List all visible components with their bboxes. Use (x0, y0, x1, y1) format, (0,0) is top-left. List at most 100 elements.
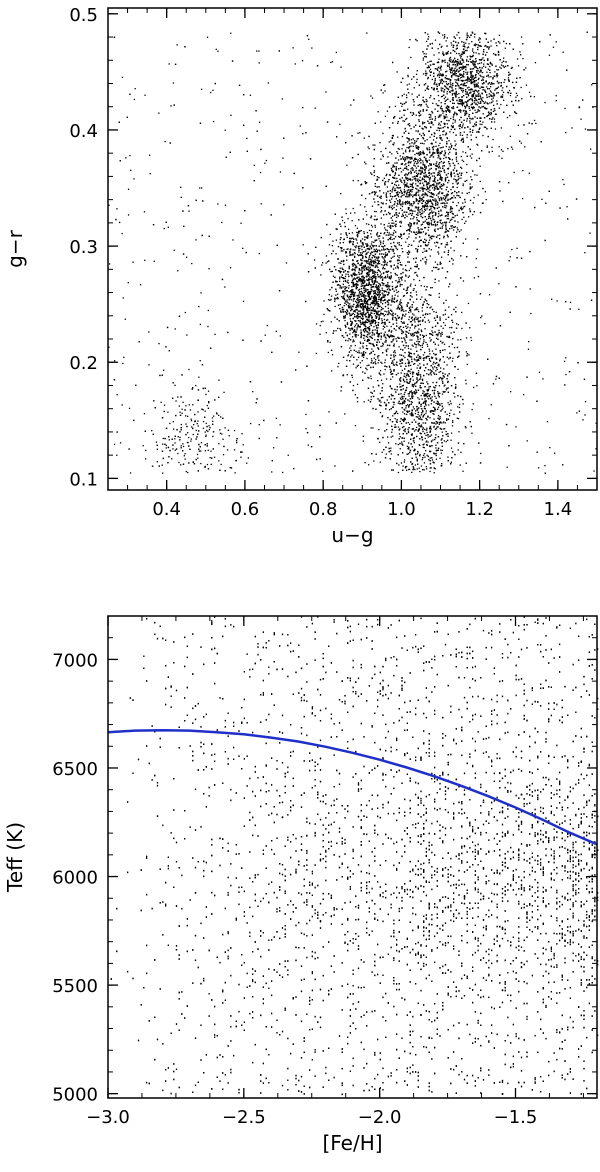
data-point (438, 188, 440, 190)
data-point (434, 408, 436, 410)
data-point (406, 327, 408, 329)
data-point (459, 464, 461, 466)
data-point (496, 76, 498, 78)
data-point (388, 365, 391, 367)
data-point (425, 244, 427, 247)
data-point (436, 165, 438, 168)
data-point (459, 87, 461, 89)
data-point (258, 62, 260, 64)
data-point (352, 312, 354, 314)
data-point (410, 168, 412, 170)
data-point (344, 319, 346, 322)
data-point (431, 122, 433, 124)
data-point (405, 184, 407, 186)
data-point (462, 280, 465, 282)
data-point (443, 157, 445, 160)
data-point (477, 46, 479, 49)
data-point (394, 316, 396, 319)
data-point (366, 321, 368, 324)
data-point (406, 215, 408, 218)
data-point (346, 248, 348, 251)
data-point (153, 260, 155, 262)
data-point (459, 127, 461, 130)
data-point (422, 57, 424, 59)
data-point (347, 282, 350, 284)
data-point (404, 340, 406, 342)
data-point (497, 69, 500, 71)
data-point (454, 226, 456, 228)
data-point (380, 223, 382, 225)
data-point (475, 99, 478, 101)
data-point (379, 250, 381, 252)
data-point (438, 76, 441, 78)
data-point (433, 189, 435, 191)
data-point (401, 316, 403, 318)
data-point (319, 333, 321, 335)
data-point (458, 97, 460, 99)
data-point (265, 159, 267, 162)
data-point (386, 262, 388, 264)
data-point (349, 298, 351, 300)
data-point (469, 120, 471, 122)
data-point (480, 75, 482, 77)
data-point (417, 131, 419, 133)
data-point (446, 418, 448, 420)
data-point (427, 345, 429, 347)
data-point (402, 268, 404, 270)
data-point (419, 470, 421, 473)
data-point (361, 279, 363, 281)
data-point (383, 233, 385, 235)
data-point (388, 299, 391, 301)
data-point (433, 235, 435, 238)
data-point (440, 102, 442, 104)
data-point (224, 427, 226, 429)
data-point (386, 291, 388, 293)
data-point (385, 254, 387, 256)
data-point (413, 258, 415, 260)
data-point (410, 203, 412, 205)
data-point (347, 302, 349, 304)
data-point (450, 128, 452, 131)
data-point (479, 180, 481, 183)
data-point (275, 417, 277, 419)
data-point (360, 366, 362, 369)
data-point (427, 229, 429, 231)
data-point (404, 362, 407, 365)
data-point (383, 373, 385, 375)
data-point (415, 167, 418, 169)
data-point (564, 107, 566, 110)
data-point (363, 286, 365, 288)
data-point (484, 32, 486, 34)
data-point (114, 360, 116, 362)
data-point (422, 422, 424, 424)
data-point (429, 255, 431, 257)
data-point (404, 160, 406, 162)
data-point (423, 462, 426, 464)
data-point (281, 98, 283, 100)
data-point (384, 310, 386, 312)
data-point (346, 299, 348, 301)
data-point (430, 287, 432, 289)
data-point (429, 186, 431, 188)
data-point (390, 325, 392, 328)
data-point (429, 212, 431, 214)
data-point (444, 117, 446, 119)
data-point (427, 199, 429, 201)
data-point (396, 71, 398, 73)
data-point (424, 220, 426, 222)
scatter-points-ug-gr (108, 31, 597, 474)
data-point (353, 274, 356, 276)
data-point (351, 232, 354, 234)
data-point (331, 253, 333, 255)
data-point (348, 267, 350, 269)
data-point (385, 341, 387, 343)
data-point (450, 171, 452, 173)
data-point (356, 277, 358, 279)
data-point (320, 321, 322, 323)
data-point (400, 398, 402, 401)
data-point (415, 416, 417, 418)
data-point (415, 207, 417, 209)
data-point (445, 194, 447, 196)
data-point (414, 343, 416, 345)
data-point (468, 115, 470, 118)
